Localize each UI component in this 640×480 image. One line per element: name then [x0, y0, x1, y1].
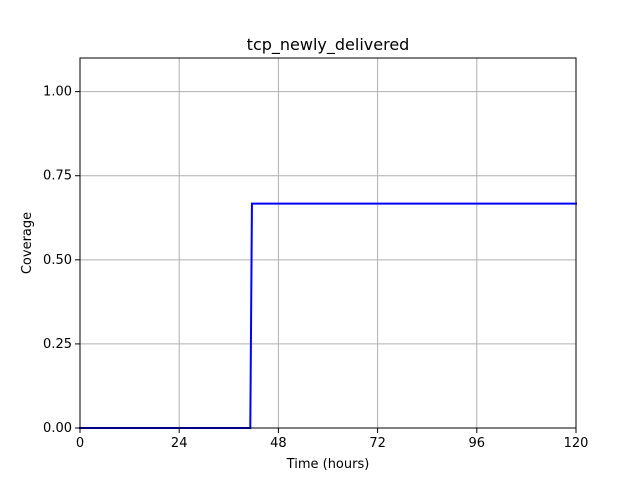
y-axis-ticks: 0.00 0.25 0.50 0.75 1.00: [43, 85, 80, 436]
x-tick-label: 120: [564, 436, 589, 451]
y-tick-label: 0.25: [43, 337, 72, 352]
x-axis-label: Time (hours): [286, 457, 370, 472]
plot-frame: [79, 57, 577, 429]
x-axis-ticks: 0 24 48 72 96 120: [76, 428, 589, 451]
y-tick-label: 0.50: [43, 253, 72, 268]
y-axis-label: Coverage: [20, 212, 35, 274]
plot-area-background: [80, 58, 576, 428]
chart-title: tcp_newly_delivered: [247, 35, 410, 55]
x-tick-label: 24: [171, 436, 188, 451]
x-tick-label: 96: [469, 436, 486, 451]
x-tick-label: 48: [270, 436, 287, 451]
y-tick-label: 1.00: [43, 85, 72, 100]
y-tick-label: 0.00: [43, 421, 72, 436]
grid-lines: [79, 58, 577, 429]
x-tick-label: 0: [76, 436, 84, 451]
y-tick-label: 0.75: [43, 169, 72, 184]
x-tick-label: 72: [369, 436, 386, 451]
